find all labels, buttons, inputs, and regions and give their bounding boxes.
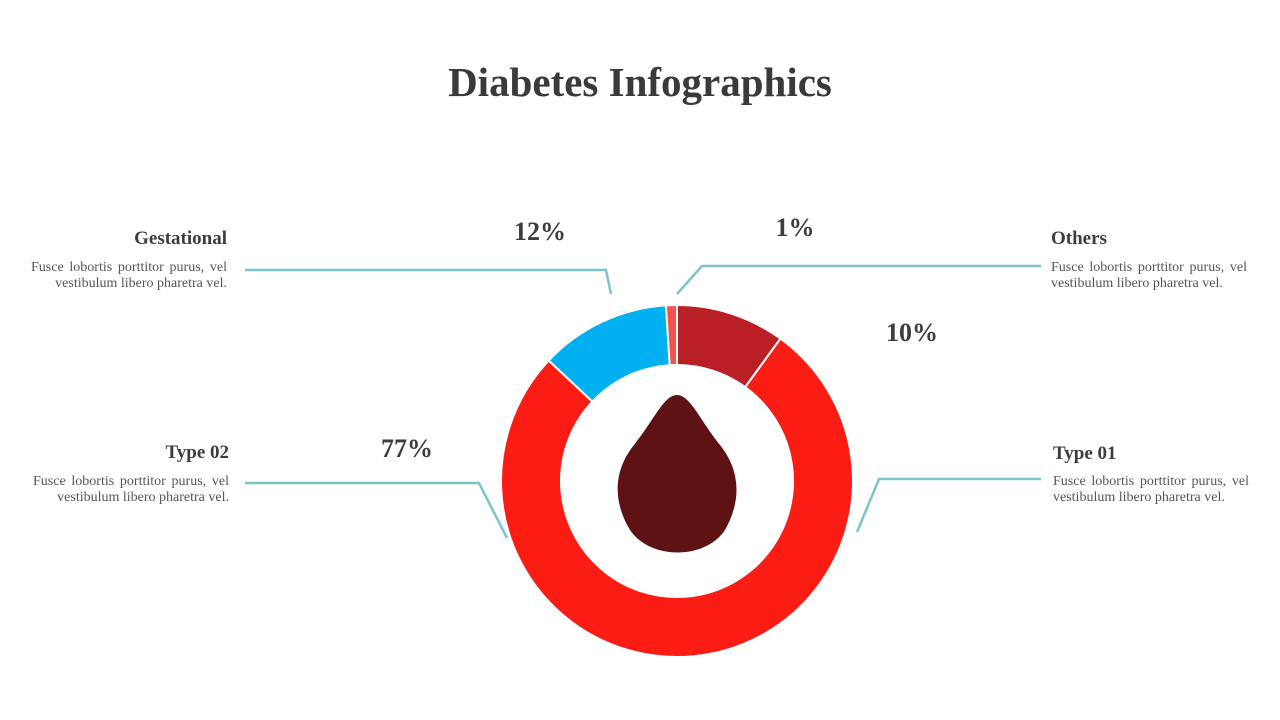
connector [855, 477, 1041, 533]
category-description: Fusce lobortis porttitor purus, vel vest… [31, 260, 227, 291]
connector [245, 268, 613, 295]
category-description: Fusce lobortis porttitor purus, vel vest… [1053, 474, 1249, 505]
category-heading: Type 01 [1053, 443, 1117, 464]
category-heading: Others [1051, 228, 1107, 249]
value-label: 12% [514, 217, 566, 246]
donut [500, 303, 854, 658]
value-label: 1% [776, 213, 815, 242]
blood-drop-icon [617, 395, 737, 553]
title: Diabetes Infographics [448, 59, 832, 105]
connector [245, 481, 509, 539]
category-heading: Gestational [134, 228, 227, 249]
connectors [245, 264, 1041, 539]
donut-slice [664, 303, 678, 367]
connector [676, 264, 1041, 295]
category-description: Fusce lobortis porttitor purus, vel vest… [33, 474, 229, 505]
value-label: 10% [886, 318, 938, 347]
category-description: Fusce lobortis porttitor purus, vel vest… [1051, 260, 1247, 291]
category-heading: Type 02 [165, 442, 229, 463]
value-label: 77% [381, 434, 433, 463]
donut-slice [500, 337, 854, 658]
